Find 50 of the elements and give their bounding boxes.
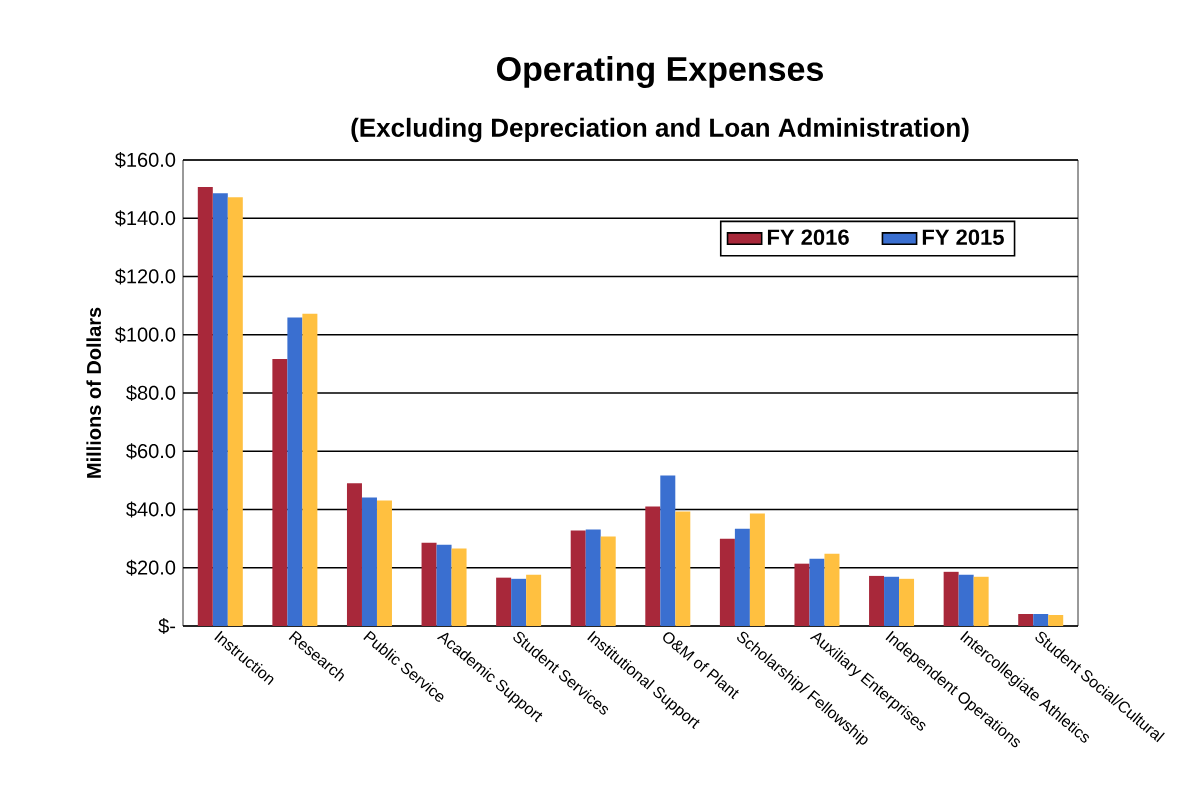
bar (421, 542, 437, 626)
bar (645, 506, 661, 626)
bar (451, 548, 467, 626)
bar (511, 578, 527, 626)
legend-label: FY 2015 (922, 229, 1004, 245)
legend-label: FY 2016 (767, 229, 849, 245)
bar (585, 529, 601, 626)
bar (794, 563, 810, 626)
y-tick-label: $- (158, 617, 176, 635)
bar (496, 577, 512, 626)
bar (869, 575, 885, 626)
y-tick-label: $160.0 (114, 151, 176, 169)
bar (346, 483, 362, 626)
y-tick-label: $20.0 (126, 559, 176, 576)
bar (197, 187, 213, 626)
chart-subtitle: (Excluding Depreciation and Loan Administration) (351, 117, 969, 143)
bar (1018, 614, 1034, 626)
y-tick-label: $60.0 (126, 443, 176, 460)
bar (1033, 614, 1049, 626)
chart-title: Operating Expenses (497, 56, 823, 88)
bar (436, 544, 452, 626)
bar (272, 358, 288, 626)
bar (749, 513, 765, 626)
bar (212, 193, 228, 626)
bar (376, 500, 392, 626)
bar (884, 576, 900, 626)
bar (227, 197, 243, 626)
y-axis-title: Millions of Dollars (86, 307, 102, 478)
bar (809, 558, 825, 626)
bar (824, 553, 840, 626)
bar (734, 528, 750, 626)
bar (719, 538, 735, 626)
bar (600, 536, 616, 626)
y-tick-label: $100.0 (114, 326, 176, 343)
bar (660, 475, 676, 626)
bar (287, 317, 303, 626)
bar (675, 511, 691, 626)
bar (958, 574, 974, 626)
bar (899, 578, 915, 626)
y-tick-label: $40.0 (126, 501, 176, 518)
y-tick-label: $120.0 (114, 268, 176, 285)
bar (1048, 614, 1064, 626)
bar (570, 530, 586, 626)
bar (526, 574, 542, 626)
bar (361, 497, 377, 626)
y-tick-label: $140.0 (114, 210, 176, 227)
y-tick-label: $80.0 (126, 384, 176, 402)
bar (943, 571, 959, 626)
bar (302, 313, 318, 626)
bar (973, 576, 989, 626)
